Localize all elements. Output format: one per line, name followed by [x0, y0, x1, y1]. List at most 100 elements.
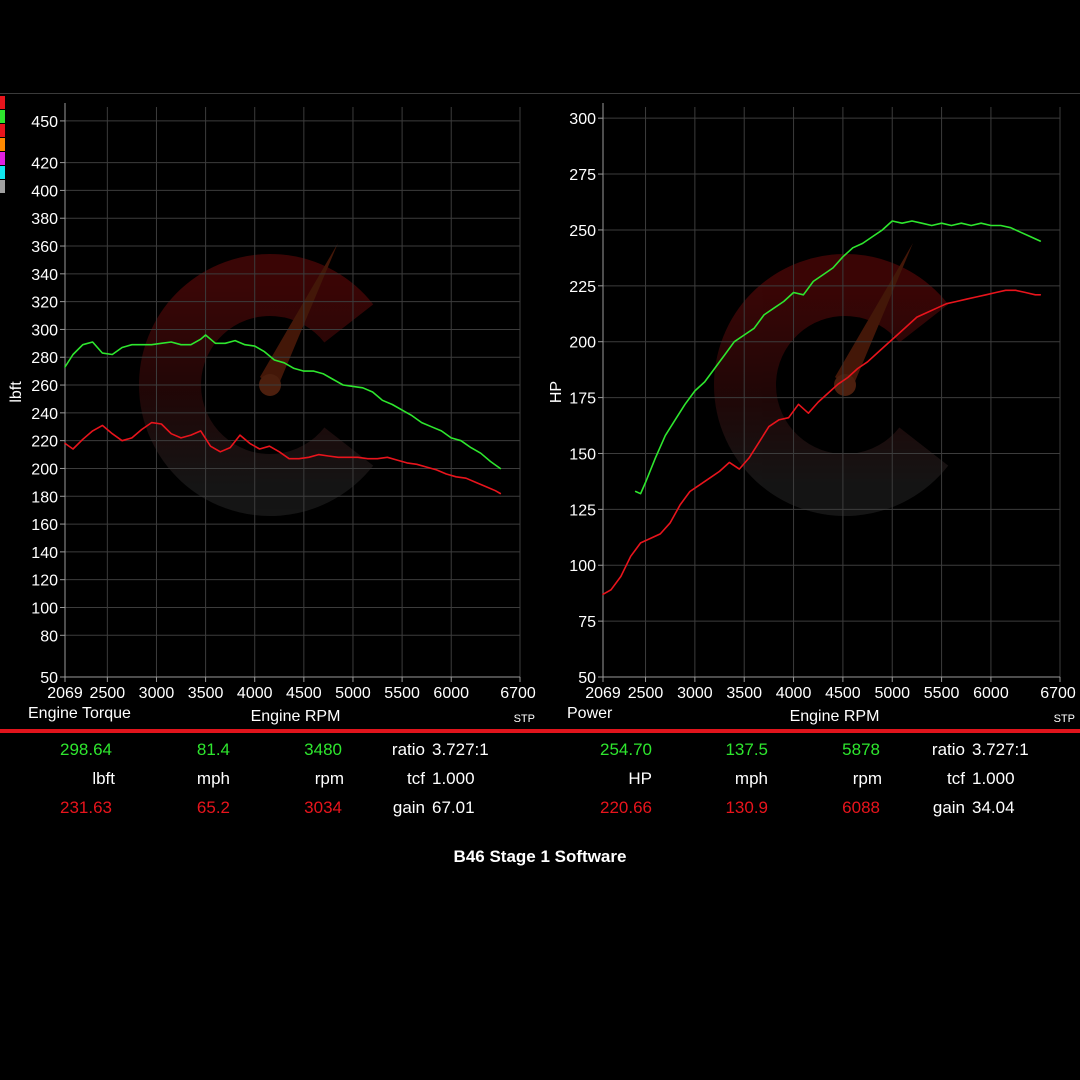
- y-tick-label: 300: [31, 322, 58, 339]
- y-tick-label: 140: [31, 545, 58, 562]
- x-tick-label: 4000: [237, 685, 273, 702]
- x-tick-label: 6000: [973, 685, 1009, 702]
- power-stock-rpm: 6088: [842, 798, 880, 817]
- power-stock-value: 220.66: [600, 798, 652, 817]
- y-tick-label: 75: [578, 614, 596, 631]
- y-tick-label: 240: [31, 406, 58, 423]
- x-tick-label: 6700: [1040, 685, 1076, 702]
- power-peak-mph: 137.5: [725, 740, 768, 759]
- torque-unit: lbft: [92, 769, 115, 788]
- caption: B46 Stage 1 Software: [453, 847, 627, 866]
- power-stock-mph: 130.9: [725, 798, 768, 817]
- power-chart: 50 75 100 125 150 175 200 225 250 275 300 2069 2500 3…: [548, 103, 1076, 725]
- y-tick-label: 175: [569, 391, 596, 408]
- y-tick-label: 420: [31, 156, 58, 173]
- gain-label-right: gain: [932, 798, 965, 817]
- dyno-charts: 50 80 100 120 140 160 180 200 220 240 260 280 300 320…: [8, 103, 1076, 725]
- y-tick-label: 100: [569, 558, 596, 575]
- chart-title: Engine Torque: [28, 705, 131, 722]
- chart-title: Power: [567, 705, 613, 722]
- y-tick-label: 280: [31, 350, 58, 367]
- series-swatch: [0, 96, 5, 109]
- stp-note: STP: [1054, 713, 1075, 725]
- x-tick-label: 5000: [874, 685, 910, 702]
- top-divider: [0, 93, 1080, 94]
- x-tick-label: 3500: [726, 685, 762, 702]
- y-tick-label: 160: [31, 517, 58, 534]
- x-tick-label: 3500: [188, 685, 224, 702]
- y-tick-label: 50: [40, 670, 58, 687]
- tcf-label-right: tcf: [947, 769, 965, 788]
- mph-unit: mph: [196, 769, 230, 788]
- tcf-value-right: 1.000: [972, 769, 1015, 788]
- x-tick-label: 6700: [500, 685, 536, 702]
- y-axis-label: HP: [548, 381, 565, 403]
- power-peak-value: 254.70: [600, 740, 652, 759]
- y-tick-label: 400: [31, 183, 58, 200]
- y-tick-label: 200: [31, 461, 58, 478]
- x-tick-label: 5000: [335, 685, 371, 702]
- x-axis-label: Engine RPM: [251, 708, 341, 725]
- torque-peak-rpm: 3480: [304, 740, 342, 759]
- y-tick-label: 50: [578, 670, 596, 687]
- y-tick-label: 450: [31, 114, 58, 131]
- torque-chart: 50 80 100 120 140 160 180 200 220 240 260 280 300 320…: [8, 103, 536, 725]
- x-tick-label: 2500: [628, 685, 664, 702]
- gain-value-right: 34.04: [972, 798, 1015, 817]
- x-tick-label: 5500: [384, 685, 420, 702]
- tcf-label: tcf: [407, 769, 425, 788]
- watermark-hub: [834, 374, 856, 396]
- series-line-red: [64, 421, 502, 495]
- torque-peak-mph: 81.4: [196, 740, 230, 759]
- watermark-logo-icon: [714, 243, 949, 516]
- y-tick-label: 300: [569, 111, 596, 128]
- series-swatch: [0, 166, 5, 179]
- series-line-green: [64, 334, 502, 470]
- y-tick-label: 180: [31, 489, 58, 506]
- series-swatch: [0, 180, 5, 193]
- x-tick-label: 2069: [585, 685, 621, 702]
- series-swatch: [0, 152, 5, 165]
- x-tick-label: 4000: [776, 685, 812, 702]
- x-tick-label: 6000: [433, 685, 469, 702]
- mph-unit-right: mph: [734, 769, 768, 788]
- stp-note: STP: [514, 713, 535, 725]
- tcf-value: 1.000: [432, 769, 475, 788]
- ratio-value-right: 3.727:1: [972, 740, 1029, 759]
- y-tick-label: 80: [40, 628, 58, 645]
- y-tick-label: 320: [31, 295, 58, 312]
- y-tick-label: 360: [31, 239, 58, 256]
- y-axis-label: lbft: [8, 381, 25, 403]
- torque-stock-value: 231.63: [60, 798, 112, 817]
- y-tick-label: 200: [569, 335, 596, 352]
- x-axis-label: Engine RPM: [790, 708, 880, 725]
- x-tick-label: 3000: [677, 685, 713, 702]
- power-unit: HP: [628, 769, 652, 788]
- series-line-green: [634, 220, 1042, 495]
- y-tick-label: 150: [569, 446, 596, 463]
- y-tick-label: 120: [31, 573, 58, 590]
- y-tick-label: 275: [569, 167, 596, 184]
- ratio-value: 3.727:1: [432, 740, 489, 759]
- x-tick-label: 5500: [924, 685, 960, 702]
- torque-peak-value: 298.64: [60, 740, 112, 759]
- gain-label: gain: [392, 798, 425, 817]
- series-swatch: [0, 138, 5, 151]
- y-tick-label: 125: [569, 502, 596, 519]
- x-tick-label: 2500: [90, 685, 126, 702]
- x-tick-label: 4500: [825, 685, 861, 702]
- ratio-label-right: ratio: [931, 740, 965, 759]
- y-tick-label: 225: [569, 279, 596, 296]
- readout-divider: [0, 729, 1080, 733]
- watermark-needle: [260, 243, 338, 391]
- y-tick-label: 260: [31, 378, 58, 395]
- torque-stock-rpm: 3034: [304, 798, 342, 817]
- rpm-unit-right: rpm: [852, 769, 882, 788]
- x-tick-label: 3000: [139, 685, 175, 702]
- torque-stock-mph: 65.2: [196, 798, 230, 817]
- y-tick-label: 380: [31, 211, 58, 228]
- x-tick-label: 2069: [47, 685, 83, 702]
- x-tick-label: 4500: [286, 685, 322, 702]
- y-tick-label: 250: [569, 223, 596, 240]
- series-swatch: [0, 110, 5, 123]
